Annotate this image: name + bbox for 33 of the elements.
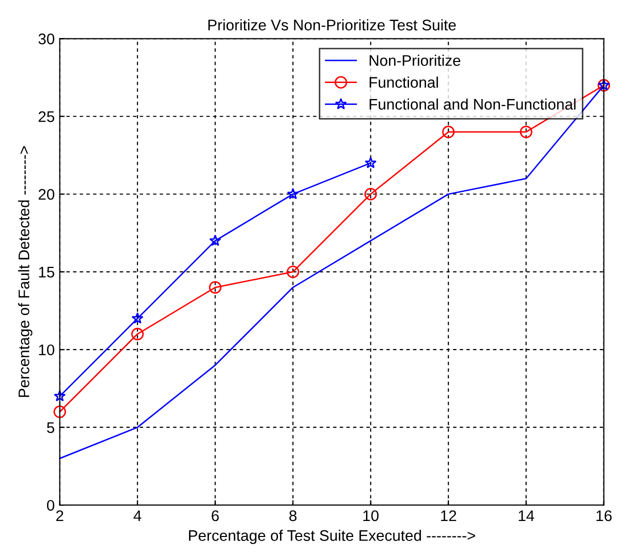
point bbox=[54, 390, 66, 402]
point bbox=[209, 234, 222, 246]
point bbox=[208, 281, 222, 294]
point bbox=[286, 188, 299, 200]
chart-title: Prioritize Vs Non-Prioritize Test Suite bbox=[208, 19, 456, 30]
x-tick-label: 6 bbox=[212, 510, 219, 522]
y-tick-label: 10 bbox=[39, 344, 54, 356]
x-tick-label: 14 bbox=[518, 510, 534, 522]
y-axis-title: Percentage of Fault Detected --------> bbox=[18, 146, 32, 397]
x-axis-title: Percentage of Test Suite Executed --------> bbox=[189, 530, 476, 544]
y-tick-label: 30 bbox=[38, 34, 54, 44]
x-tick-label: 16 bbox=[596, 510, 612, 522]
point bbox=[132, 312, 144, 324]
point bbox=[131, 328, 144, 340]
y-tick-label: 15 bbox=[39, 266, 54, 278]
y-tick-label: 5 bbox=[47, 422, 54, 434]
y-tick-label: 20 bbox=[38, 188, 54, 200]
point bbox=[364, 156, 377, 168]
legend-label: Non-Prioritize bbox=[370, 54, 460, 66]
x-tick-label: 2 bbox=[56, 510, 64, 522]
point bbox=[520, 126, 532, 138]
point bbox=[54, 406, 66, 418]
x-tick-label: 8 bbox=[289, 510, 297, 522]
y-tick-label: 0 bbox=[46, 500, 54, 511]
y-tick-label: 25 bbox=[38, 111, 54, 122]
point bbox=[442, 126, 455, 138]
legend-label: Functional and Non-Functional bbox=[370, 98, 576, 110]
x-tick-label: 4 bbox=[134, 510, 142, 522]
x-tick-label: 10 bbox=[363, 510, 379, 522]
point bbox=[286, 266, 300, 278]
x-tick-label: 12 bbox=[441, 510, 456, 522]
point bbox=[364, 188, 377, 200]
legend-label: Functional bbox=[370, 76, 438, 88]
